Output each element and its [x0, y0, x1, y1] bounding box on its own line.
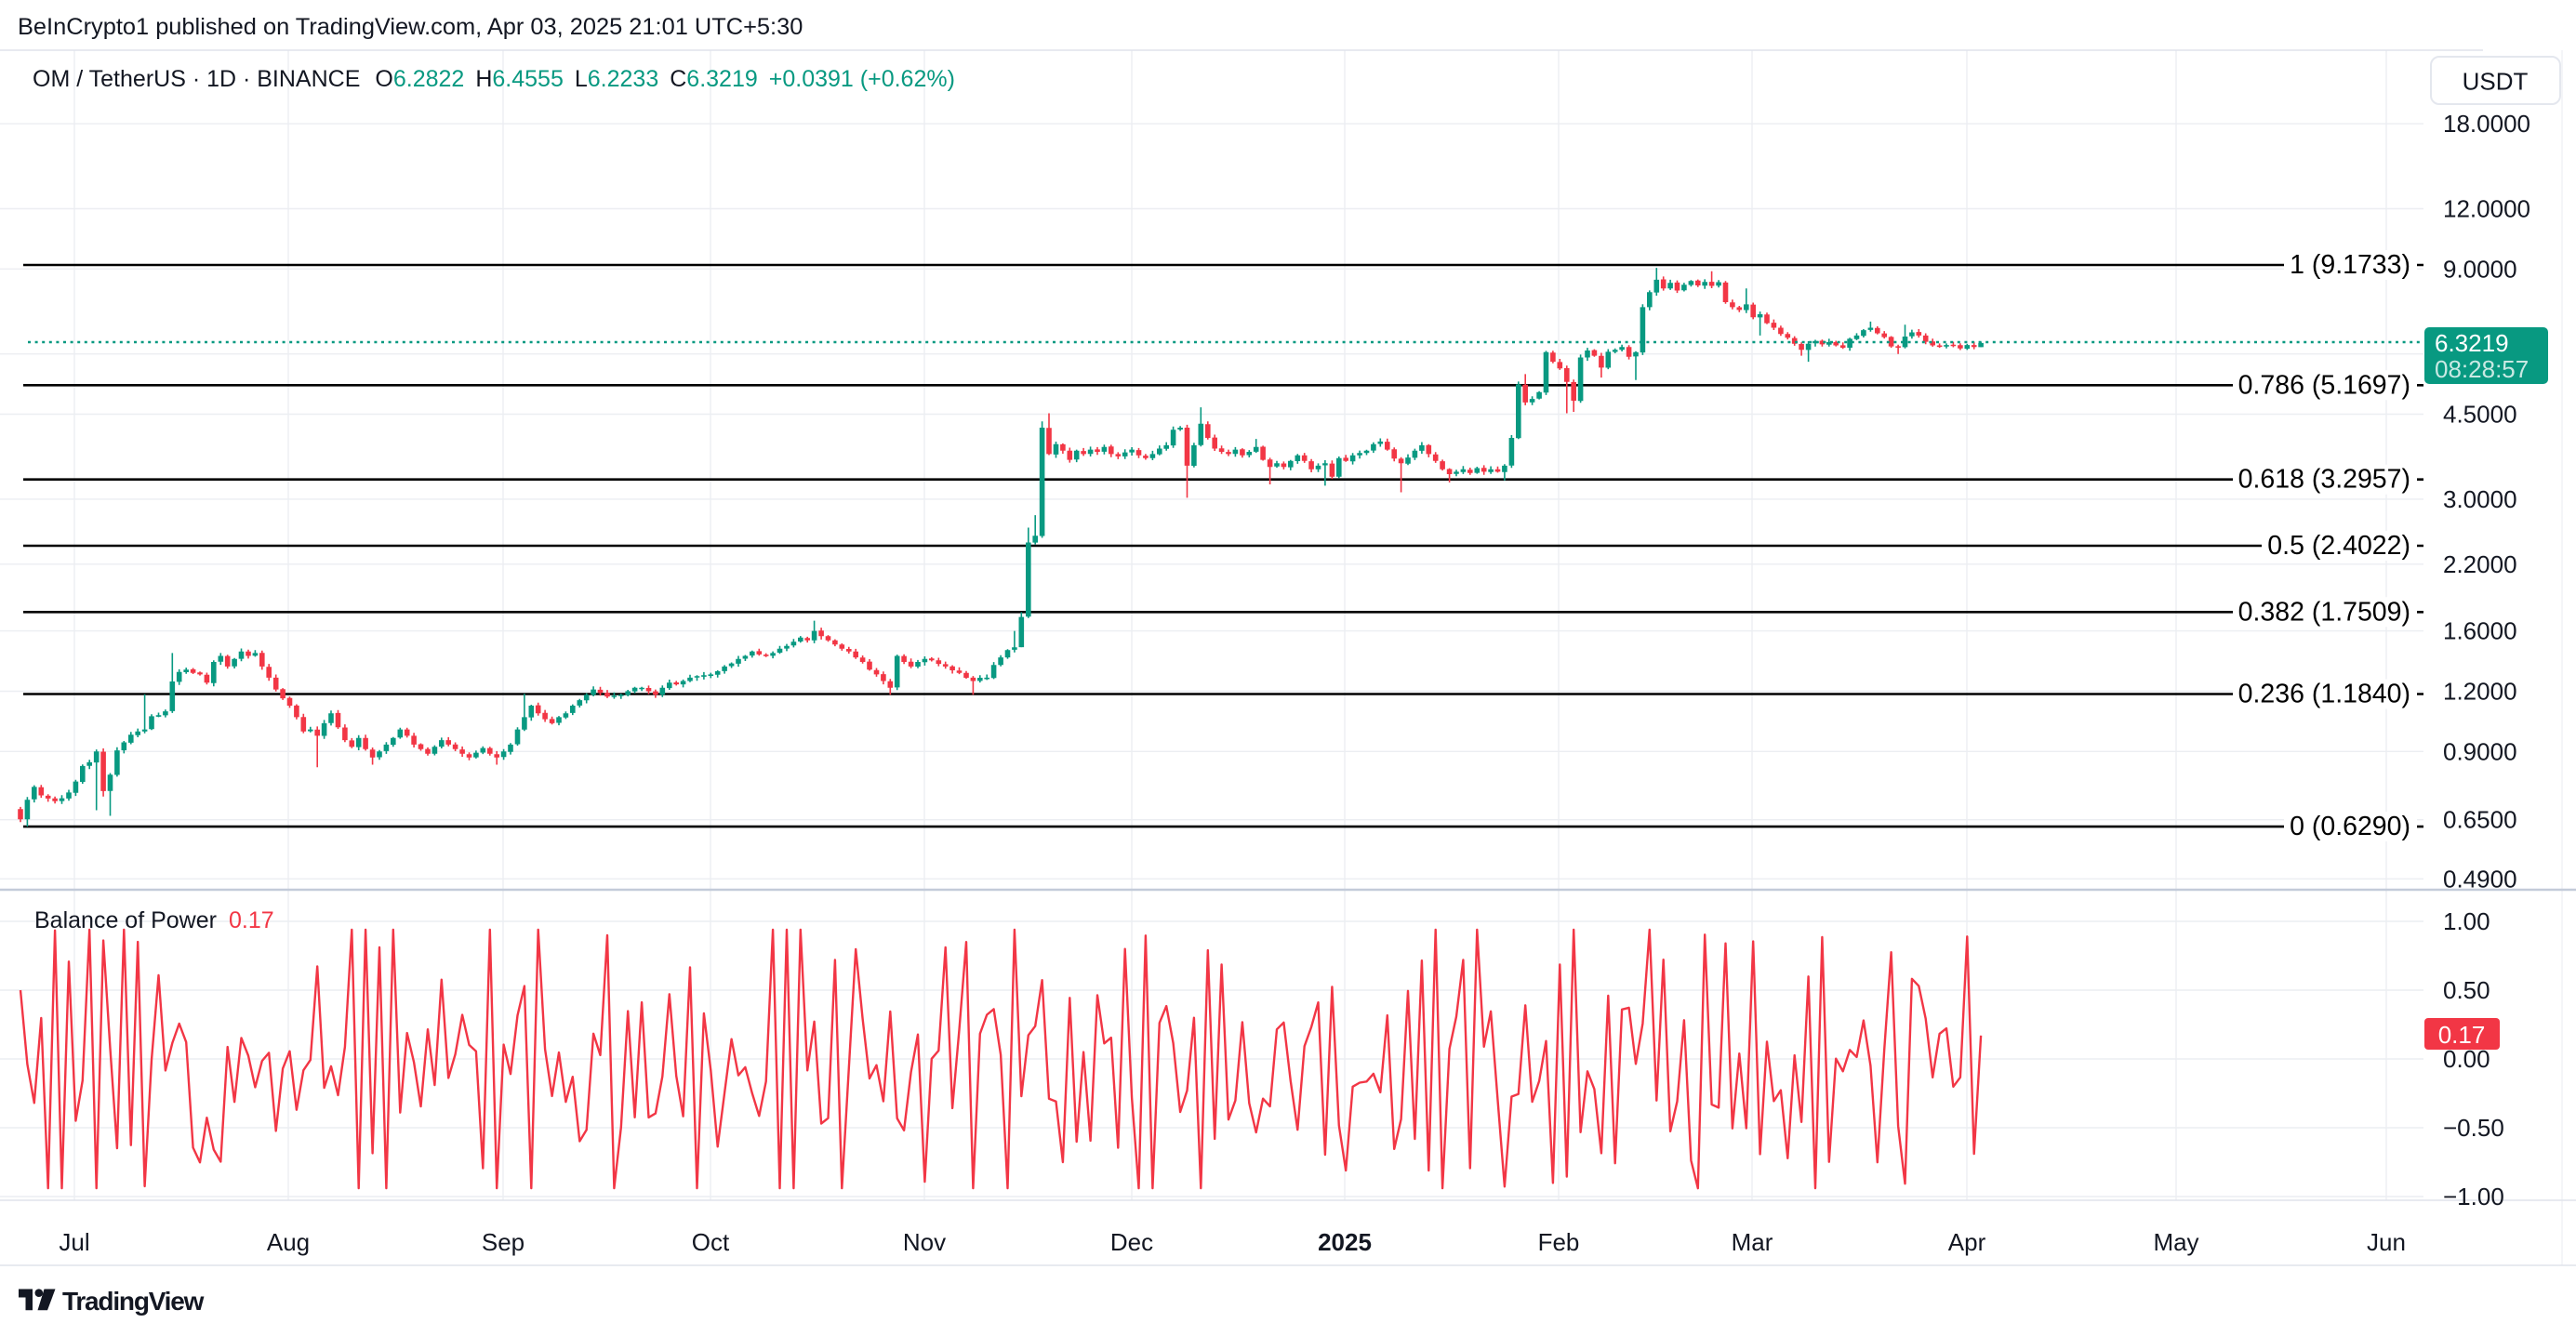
- svg-text:0.6500: 0.6500: [2443, 806, 2517, 834]
- svg-text:Jun: Jun: [2367, 1228, 2406, 1256]
- svg-text:BeInCrypto1 published on Tradi: BeInCrypto1 published on TradingView.com…: [18, 14, 803, 40]
- svg-text:Oct: Oct: [692, 1228, 730, 1256]
- svg-text:0 (0.6290): 0 (0.6290): [2290, 812, 2410, 841]
- svg-text:Dec: Dec: [1110, 1228, 1153, 1256]
- svg-text:Mar: Mar: [1732, 1228, 1773, 1256]
- svg-text:Sep: Sep: [482, 1228, 524, 1256]
- svg-text:1.00: 1.00: [2443, 907, 2490, 935]
- svg-text:−1.00: −1.00: [2443, 1183, 2504, 1210]
- svg-text:Feb: Feb: [1538, 1228, 1580, 1256]
- svg-text:1 (9.1733): 1 (9.1733): [2290, 250, 2410, 280]
- svg-text:08:28:57: 08:28:57: [2435, 355, 2529, 383]
- svg-text:0.618 (3.2957): 0.618 (3.2957): [2238, 465, 2410, 495]
- svg-text:12.0000: 12.0000: [2443, 195, 2530, 223]
- svg-text:0.382 (1.7509): 0.382 (1.7509): [2238, 597, 2410, 627]
- svg-text:3.0000: 3.0000: [2443, 485, 2517, 513]
- svg-text:2.2000: 2.2000: [2443, 550, 2517, 578]
- svg-text:TradingView: TradingView: [62, 1287, 205, 1316]
- svg-text:−0.50: −0.50: [2443, 1114, 2504, 1142]
- svg-text:2025: 2025: [1318, 1228, 1372, 1256]
- svg-text:6.3219: 6.3219: [2435, 329, 2509, 357]
- svg-text:0.9000: 0.9000: [2443, 737, 2517, 765]
- svg-text:0.5 (2.4022): 0.5 (2.4022): [2267, 531, 2410, 561]
- svg-text:0.17: 0.17: [229, 907, 274, 933]
- svg-text:Balance of Power: Balance of Power: [34, 907, 217, 933]
- svg-text:9.0000: 9.0000: [2443, 255, 2517, 283]
- svg-text:0.4900: 0.4900: [2443, 865, 2517, 893]
- svg-text:0.17: 0.17: [2438, 1021, 2486, 1049]
- svg-text:4.5000: 4.5000: [2443, 401, 2517, 429]
- svg-text:USDT: USDT: [2463, 68, 2529, 96]
- svg-text:18.0000: 18.0000: [2443, 110, 2530, 138]
- svg-text:0.50: 0.50: [2443, 976, 2490, 1004]
- svg-text:0.786 (5.1697): 0.786 (5.1697): [2238, 370, 2410, 400]
- svg-text:1.2000: 1.2000: [2443, 678, 2517, 706]
- svg-text:Nov: Nov: [903, 1228, 946, 1256]
- svg-text:1.6000: 1.6000: [2443, 617, 2517, 645]
- svg-text:Jul: Jul: [59, 1228, 89, 1256]
- svg-text:Aug: Aug: [267, 1228, 310, 1256]
- svg-text:Apr: Apr: [1948, 1228, 1986, 1256]
- svg-text:0.236 (1.1840): 0.236 (1.1840): [2238, 680, 2410, 709]
- svg-text:May: May: [2153, 1228, 2198, 1256]
